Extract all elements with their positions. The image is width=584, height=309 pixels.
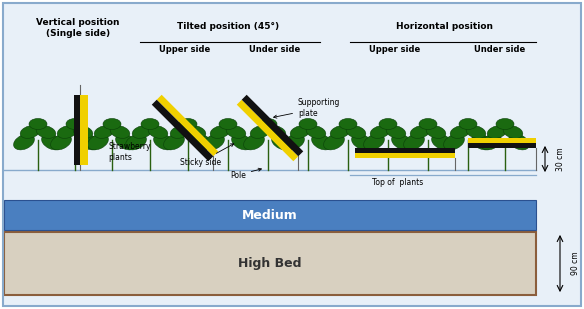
Text: Supporting
plate: Supporting plate xyxy=(274,98,340,118)
Text: Pole: Pole xyxy=(230,168,262,180)
Ellipse shape xyxy=(379,118,397,129)
Ellipse shape xyxy=(226,126,246,138)
Ellipse shape xyxy=(148,126,168,138)
Ellipse shape xyxy=(306,126,326,138)
Ellipse shape xyxy=(410,126,430,138)
Ellipse shape xyxy=(186,126,206,138)
Polygon shape xyxy=(157,95,218,156)
Text: Under side: Under side xyxy=(249,44,301,53)
Bar xyxy=(4,200,536,230)
Ellipse shape xyxy=(459,118,477,129)
Ellipse shape xyxy=(88,134,109,150)
Text: High Bed: High Bed xyxy=(238,257,302,270)
Text: Upper side: Upper side xyxy=(369,44,420,53)
Ellipse shape xyxy=(110,126,130,138)
Ellipse shape xyxy=(250,126,270,138)
Ellipse shape xyxy=(41,134,62,150)
Ellipse shape xyxy=(426,126,446,138)
Bar xyxy=(468,142,536,148)
Ellipse shape xyxy=(259,118,277,129)
Text: Upper side: Upper side xyxy=(159,44,211,53)
Ellipse shape xyxy=(284,134,304,150)
Ellipse shape xyxy=(404,134,425,150)
Text: Top of  plants: Top of plants xyxy=(373,177,423,187)
Ellipse shape xyxy=(503,126,523,138)
Polygon shape xyxy=(152,100,213,161)
Ellipse shape xyxy=(210,126,230,138)
Ellipse shape xyxy=(116,134,137,150)
Ellipse shape xyxy=(299,118,317,129)
Ellipse shape xyxy=(232,134,252,150)
Ellipse shape xyxy=(386,126,406,138)
Ellipse shape xyxy=(20,126,40,138)
Ellipse shape xyxy=(36,126,56,138)
Text: Strawberry
plants: Strawberry plants xyxy=(108,142,151,162)
Bar xyxy=(74,95,80,165)
Ellipse shape xyxy=(79,134,99,150)
Ellipse shape xyxy=(487,126,507,138)
Text: Tilted position (45°): Tilted position (45°) xyxy=(177,22,279,31)
Polygon shape xyxy=(242,95,303,156)
Text: Vertical position
(Single side): Vertical position (Single side) xyxy=(36,18,120,38)
Ellipse shape xyxy=(466,126,486,138)
Ellipse shape xyxy=(419,118,437,129)
Ellipse shape xyxy=(73,126,93,138)
Ellipse shape xyxy=(496,118,514,129)
Ellipse shape xyxy=(472,134,492,150)
Ellipse shape xyxy=(266,126,286,138)
Ellipse shape xyxy=(450,126,470,138)
Text: Sticky side: Sticky side xyxy=(180,144,234,167)
Ellipse shape xyxy=(290,126,310,138)
Ellipse shape xyxy=(219,118,237,129)
Ellipse shape xyxy=(204,134,224,150)
Ellipse shape xyxy=(154,134,175,150)
Ellipse shape xyxy=(126,134,147,150)
Ellipse shape xyxy=(94,126,114,138)
Ellipse shape xyxy=(330,126,350,138)
Ellipse shape xyxy=(392,134,412,150)
Ellipse shape xyxy=(352,134,373,150)
Ellipse shape xyxy=(66,118,84,129)
Ellipse shape xyxy=(312,134,332,150)
Ellipse shape xyxy=(324,134,345,150)
Ellipse shape xyxy=(132,126,152,138)
Text: 30 cm: 30 cm xyxy=(556,147,565,171)
Bar xyxy=(80,95,88,165)
Ellipse shape xyxy=(432,134,453,150)
Ellipse shape xyxy=(164,134,185,150)
Ellipse shape xyxy=(29,118,47,129)
Bar xyxy=(468,138,536,142)
Polygon shape xyxy=(237,100,298,161)
Ellipse shape xyxy=(364,134,384,150)
Text: Under side: Under side xyxy=(474,44,526,53)
Ellipse shape xyxy=(179,118,197,129)
Bar xyxy=(4,232,536,295)
Ellipse shape xyxy=(370,126,390,138)
Text: Horizontal position: Horizontal position xyxy=(397,22,493,31)
Ellipse shape xyxy=(192,134,213,150)
Ellipse shape xyxy=(103,118,121,129)
Ellipse shape xyxy=(170,126,190,138)
Text: 90 cm: 90 cm xyxy=(571,252,580,275)
Ellipse shape xyxy=(272,134,293,150)
Ellipse shape xyxy=(244,134,265,150)
Ellipse shape xyxy=(57,126,77,138)
Ellipse shape xyxy=(346,126,366,138)
Text: Medium: Medium xyxy=(242,209,298,222)
Ellipse shape xyxy=(51,134,71,150)
Ellipse shape xyxy=(339,118,357,129)
Ellipse shape xyxy=(141,118,159,129)
Ellipse shape xyxy=(481,134,502,150)
Bar xyxy=(355,148,455,153)
Ellipse shape xyxy=(13,134,34,150)
Bar xyxy=(355,153,455,158)
Ellipse shape xyxy=(444,134,464,150)
Ellipse shape xyxy=(509,134,530,150)
